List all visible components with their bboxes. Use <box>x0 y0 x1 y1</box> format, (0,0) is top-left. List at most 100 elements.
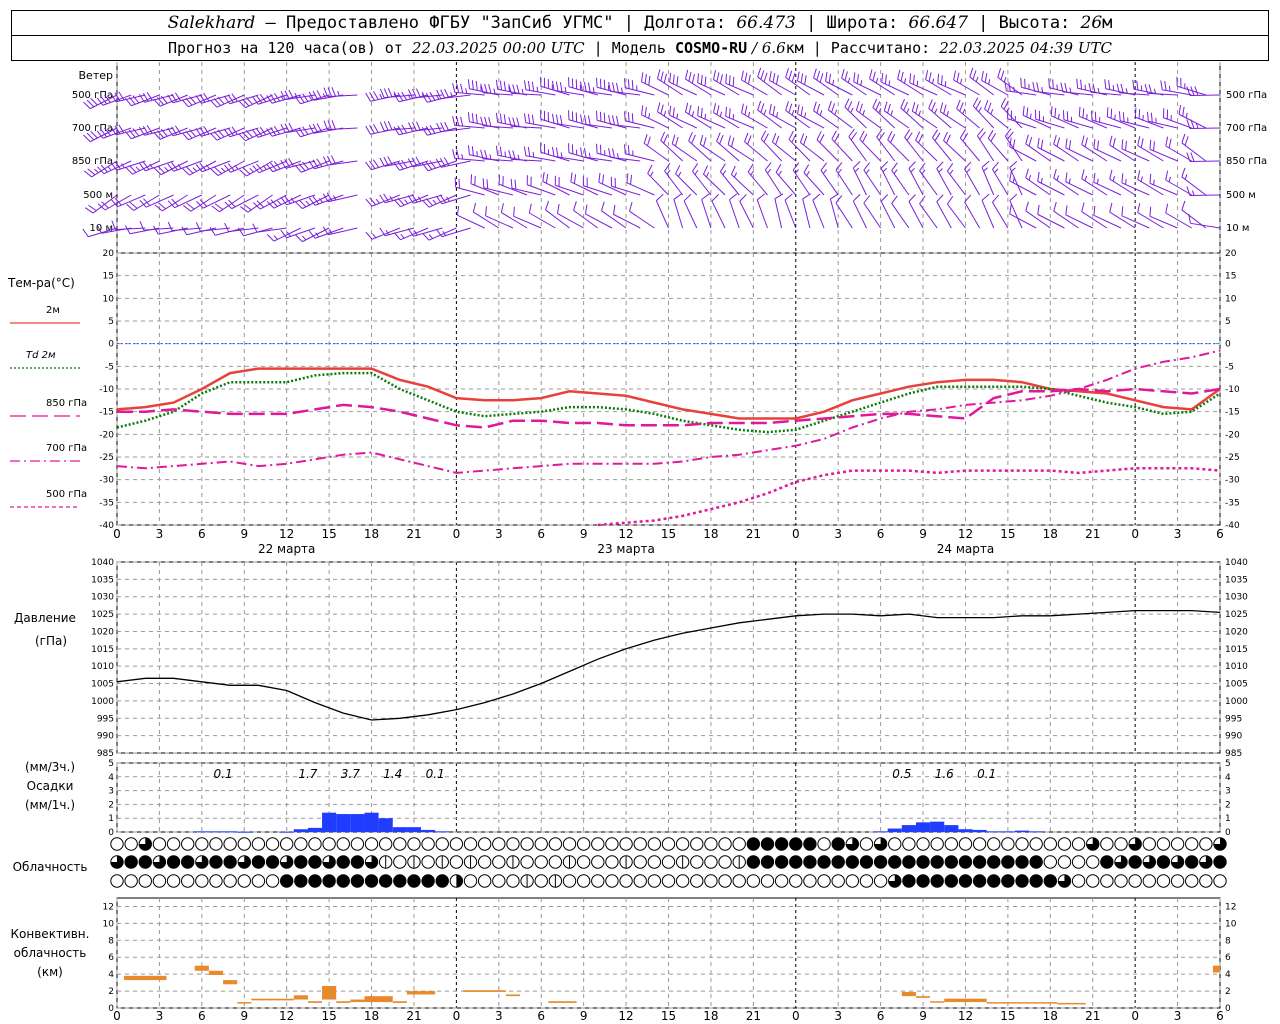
wind-barb-shaft <box>909 82 938 96</box>
wind-barb <box>660 131 683 162</box>
cloud-symbol <box>605 837 619 851</box>
wind-barb-shaft <box>1053 177 1079 196</box>
cloud-symbol <box>817 855 831 869</box>
wind-barb-shaft <box>557 213 584 229</box>
wind-barb-flag <box>1032 81 1036 92</box>
wind-barb <box>601 201 627 229</box>
wind-barb-flag <box>488 84 492 94</box>
header-bar: | <box>967 13 999 33</box>
cloud-circle <box>972 837 987 851</box>
wind-barb-flag <box>1140 138 1144 148</box>
wind-barb-flag <box>956 99 961 109</box>
wind-barb-half-flag <box>1013 86 1015 93</box>
wind-barb-shaft <box>1120 120 1150 129</box>
conv-bar <box>237 1002 252 1004</box>
wind-barb-flag <box>962 132 969 142</box>
wind-barb-shaft <box>1034 90 1065 96</box>
wind-barb <box>612 204 641 229</box>
cloud-circle <box>591 874 605 888</box>
wind-barb-flag <box>764 162 772 171</box>
temp-tick-label-right: 10 <box>1225 294 1237 304</box>
wind-barb-shaft <box>685 111 712 129</box>
wind-barb-shaft <box>1062 91 1093 96</box>
wind-barb-flag <box>495 79 499 90</box>
wind-barb-flag <box>284 195 291 204</box>
wind-barb-shaft <box>272 160 302 173</box>
wind-barb-flag <box>880 194 889 202</box>
wind-barb-half-flag <box>763 109 767 115</box>
cloud-symbol <box>591 855 605 869</box>
cloud-symbol <box>958 837 973 851</box>
cloud-symbol <box>930 874 944 888</box>
cloud-symbol <box>237 837 251 851</box>
temp-tick-label-left: 10 <box>103 294 115 304</box>
wind-barb-flag <box>298 199 307 208</box>
wind-barb-flag <box>185 130 193 139</box>
wind-barb <box>322 226 358 236</box>
wind-barb <box>1109 202 1136 229</box>
conv-tick-label-right: 10 <box>1225 919 1237 929</box>
wind-barb-shaft <box>117 194 146 208</box>
wind-barb <box>775 163 797 196</box>
wind-barb <box>992 194 1009 229</box>
wind-barb-shaft <box>685 78 712 96</box>
wind-barb-shaft <box>258 127 287 138</box>
wind-barb-flag <box>128 129 136 138</box>
cloud-symbol <box>873 837 888 851</box>
wind-barb-shaft <box>314 227 344 239</box>
cloud-symbol <box>944 855 959 869</box>
wind-barb-shaft <box>610 90 641 96</box>
wind-barb-shaft <box>1079 115 1108 129</box>
wind-barb-half-flag <box>966 168 971 173</box>
cloud-symbol <box>916 855 930 869</box>
wind-barb-flag <box>932 129 938 138</box>
wind-barb <box>827 100 853 129</box>
wind-barb-half-flag <box>192 167 197 172</box>
conv-bar <box>124 975 167 981</box>
wind-barb <box>673 193 684 229</box>
conv-tick-label-left: 2 <box>108 987 114 997</box>
cloud-circle <box>562 837 577 851</box>
wind-barb-flag <box>804 75 807 85</box>
cloud-symbol <box>576 855 591 869</box>
wind-barb-flag <box>327 120 332 130</box>
cloud-symbol <box>520 874 534 888</box>
wind-barb-flag <box>104 127 111 136</box>
wind-barb-flag <box>527 114 531 124</box>
wind-barb-flag <box>484 116 488 127</box>
wind-barb-flag <box>401 124 408 134</box>
cloud-symbol <box>987 874 1001 888</box>
cloud-circle <box>265 874 280 888</box>
wind-barb <box>1076 78 1107 96</box>
wind-barb <box>1186 186 1221 197</box>
cloud-symbol <box>1043 837 1058 851</box>
wind-barb-flag <box>411 194 418 203</box>
cloud-circle <box>930 855 944 869</box>
wind-barb <box>626 173 655 196</box>
cloud-circle <box>774 874 789 888</box>
wind-barb-half-flag <box>822 169 827 175</box>
wind-barb-shaft <box>582 90 613 96</box>
conv-x-tick-label: 12 <box>618 1009 633 1023</box>
wind-barb-flag <box>373 91 379 100</box>
wind-barb-flag <box>872 71 876 81</box>
cloud-three-quarter-fill <box>280 855 293 869</box>
wind-barb-flag <box>411 157 418 167</box>
wind-barb-shaft <box>201 94 231 104</box>
wind-barb <box>82 227 118 238</box>
conv-bar <box>505 994 521 997</box>
wind-barb-shaft <box>981 200 995 229</box>
cloud-symbol <box>1001 855 1015 869</box>
wind-barb <box>1188 213 1221 229</box>
cloud-symbol <box>1057 837 1072 851</box>
temp-tick-label-left: 0 <box>108 340 114 350</box>
wind-barb-flag <box>495 145 499 156</box>
wind-barb <box>1132 79 1164 96</box>
wind-barb-shaft <box>1121 182 1150 196</box>
pressure-ylabel-unit: (гПа) <box>35 634 67 648</box>
cloud-symbol <box>817 837 831 851</box>
wind-level-label: 500 м <box>83 190 113 201</box>
wind-barb-shaft <box>1025 177 1051 196</box>
model-resolution-unit: км <box>785 39 804 57</box>
wind-barb-flag <box>744 132 749 142</box>
